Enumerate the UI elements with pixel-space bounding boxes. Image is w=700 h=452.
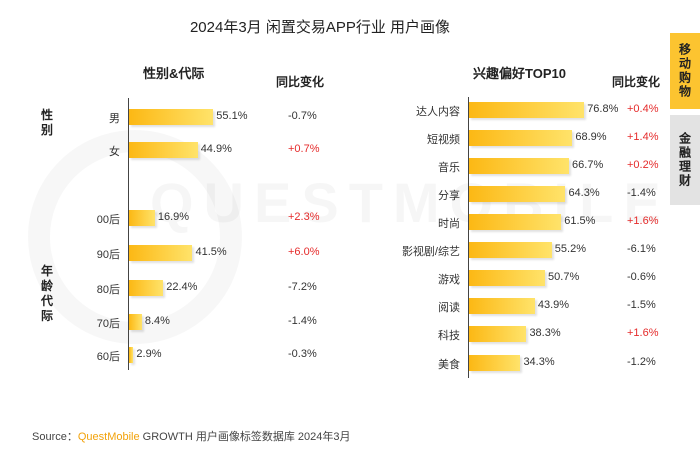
bar bbox=[129, 280, 164, 296]
yoy-change-label: +0.7% bbox=[288, 143, 320, 155]
yoy-change-label: -7.2% bbox=[288, 281, 317, 293]
source-prefix: Source： bbox=[32, 431, 78, 443]
bar bbox=[469, 298, 535, 314]
right-yoy-header: 同比变化 bbox=[612, 75, 661, 89]
yoy-change-label: -0.6% bbox=[627, 271, 656, 283]
value-label: 50.7% bbox=[548, 271, 580, 283]
bar bbox=[129, 109, 214, 125]
side-tabs: 移动购物 金融理财 bbox=[670, 33, 700, 205]
value-label: 16.9% bbox=[157, 211, 190, 223]
value-label: 22.4% bbox=[166, 281, 198, 293]
tab-finance[interactable]: 金融理财 bbox=[670, 115, 700, 205]
yoy-change-label: +0.2% bbox=[627, 159, 659, 171]
bar bbox=[129, 347, 134, 363]
yoy-change-label: +1.4% bbox=[627, 131, 659, 143]
bar bbox=[129, 245, 193, 261]
category-label: 阅读 bbox=[438, 302, 460, 314]
bar bbox=[469, 242, 552, 258]
value-label: 8.4% bbox=[144, 315, 170, 327]
category-label: 游戏 bbox=[438, 274, 460, 286]
bar bbox=[469, 186, 566, 202]
value-label: 43.9% bbox=[537, 299, 570, 311]
bar bbox=[129, 314, 142, 330]
page-title: 2024年3月 闲置交易APP行业 用户画像 bbox=[189, 19, 451, 36]
value-label: 34.3% bbox=[523, 356, 555, 368]
left-group-label-gender: 性别 bbox=[40, 108, 53, 137]
category-label: 分享 bbox=[438, 190, 460, 202]
category-label: 科技 bbox=[438, 330, 460, 342]
category-label: 音乐 bbox=[438, 162, 460, 174]
right-chart-axis bbox=[468, 97, 469, 378]
yoy-change-label: +1.6% bbox=[627, 215, 659, 227]
bar bbox=[469, 355, 521, 371]
bar bbox=[469, 214, 562, 230]
yoy-change-label: -0.7% bbox=[288, 110, 317, 122]
watermark-logo-ring bbox=[28, 130, 242, 344]
category-label: 60后 bbox=[96, 351, 120, 363]
yoy-change-label: +1.6% bbox=[627, 327, 659, 339]
category-label: 00后 bbox=[96, 214, 120, 226]
value-label: 55.2% bbox=[554, 243, 586, 255]
category-label: 短视频 bbox=[427, 134, 460, 146]
bar bbox=[469, 102, 585, 118]
yoy-change-label: +6.0% bbox=[288, 246, 320, 258]
yoy-change-label: +0.4% bbox=[627, 103, 659, 115]
yoy-change-label: +2.3% bbox=[288, 211, 320, 223]
bar bbox=[129, 142, 198, 158]
left-group-label-age: 年龄代际 bbox=[40, 264, 53, 323]
value-label: 2.9% bbox=[136, 348, 162, 360]
bar bbox=[469, 130, 573, 146]
yoy-change-label: -6.1% bbox=[627, 243, 656, 255]
value-label: 55.1% bbox=[216, 110, 248, 122]
source-note: Source：QuestMobile GROWTH 用户画像标签数据库 2024… bbox=[32, 428, 350, 444]
category-label: 90后 bbox=[96, 249, 120, 261]
category-label: 影视剧/综艺 bbox=[401, 246, 460, 258]
value-label: 41.5% bbox=[195, 246, 227, 258]
value-label: 61.5% bbox=[564, 215, 596, 227]
bar bbox=[469, 326, 527, 342]
yoy-change-label: -1.2% bbox=[627, 356, 656, 368]
bar bbox=[469, 158, 570, 174]
value-label: 68.9% bbox=[575, 131, 607, 143]
yoy-change-label: -1.4% bbox=[627, 187, 656, 199]
category-label: 时尚 bbox=[438, 218, 460, 230]
right-chart-title: 兴趣偏好TOP10 bbox=[473, 66, 566, 81]
category-label: 70后 bbox=[96, 318, 120, 330]
value-label: 38.3% bbox=[529, 327, 561, 339]
category-label: 男 bbox=[109, 113, 120, 125]
value-label: 44.9% bbox=[200, 143, 232, 155]
yoy-change-label: -1.4% bbox=[288, 315, 317, 327]
left-chart-title: 性别&代际 bbox=[143, 66, 205, 81]
source-rest: GROWTH 用户画像标签数据库 2024年3月 bbox=[139, 431, 351, 443]
category-label: 80后 bbox=[96, 284, 120, 296]
category-label: 女 bbox=[109, 146, 120, 158]
tab-mobile-shopping[interactable]: 移动购物 bbox=[670, 33, 700, 109]
value-label: 76.8% bbox=[587, 103, 619, 115]
bar bbox=[469, 270, 546, 286]
source-brand: QuestMobile bbox=[77, 431, 140, 443]
category-label: 达人内容 bbox=[416, 106, 460, 118]
category-label: 美食 bbox=[438, 359, 460, 371]
yoy-change-label: -0.3% bbox=[288, 348, 317, 360]
yoy-change-label: -1.5% bbox=[627, 299, 656, 311]
left-yoy-header: 同比变化 bbox=[276, 75, 325, 89]
left-chart-axis bbox=[128, 98, 129, 370]
bar bbox=[129, 210, 155, 226]
value-label: 66.7% bbox=[572, 159, 604, 171]
value-label: 64.3% bbox=[568, 187, 600, 199]
